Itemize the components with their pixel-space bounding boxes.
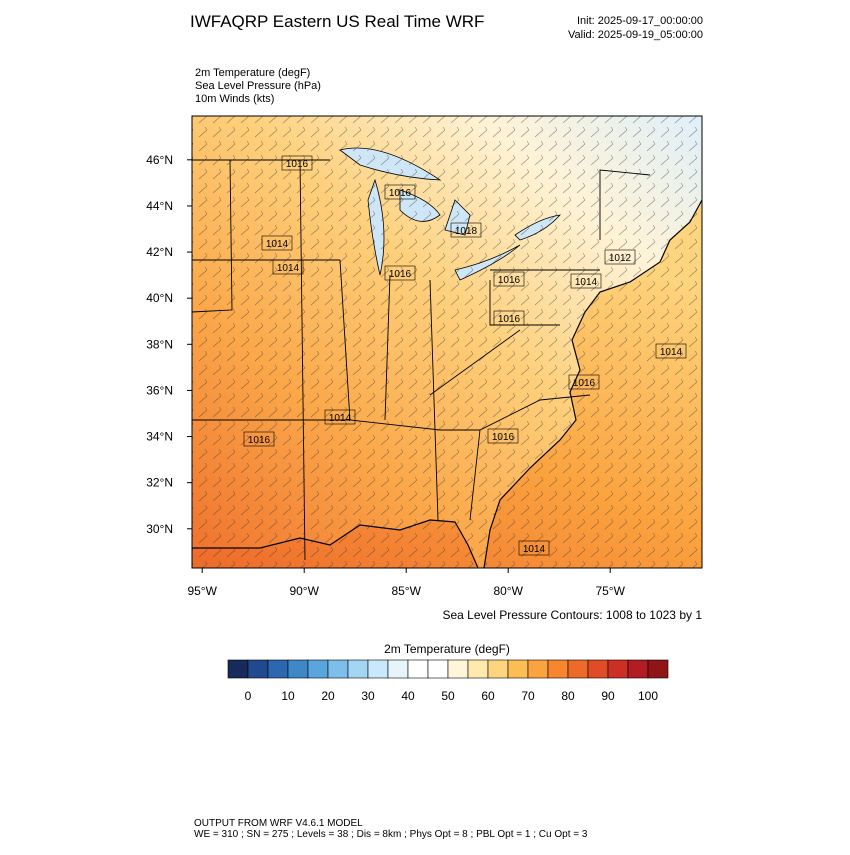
colorbar-box [527, 659, 549, 679]
contour-note: Sea Level Pressure Contours: 1008 to 102… [443, 608, 703, 622]
contour-label-box [604, 249, 636, 265]
contour-label: 1016 [389, 188, 412, 199]
contour-label: 1016 [498, 275, 521, 286]
contour-label: 1016 [286, 159, 309, 170]
contour-label-box [384, 265, 416, 281]
colorbar-box [447, 659, 469, 679]
colorbar-box [467, 659, 489, 679]
colorbar-box [567, 659, 589, 679]
contour-label: 1012 [609, 253, 632, 264]
colorbar-box [287, 659, 309, 679]
lon-tick-label: 75°W [595, 584, 625, 598]
lat-tick-label: 46°N [146, 153, 173, 167]
colorbar-label: 80 [561, 689, 575, 703]
lat-tick-label: 38°N [146, 337, 173, 351]
contour-label-box [568, 374, 600, 390]
colorbar-box [387, 659, 409, 679]
lon-tick-label: 85°W [391, 584, 421, 598]
colorbar-label: 100 [638, 689, 658, 703]
lon-tick-label: 80°W [493, 584, 523, 598]
colorbar-box [427, 659, 449, 679]
colorbar-box [547, 659, 569, 679]
contour-label-box [493, 271, 525, 287]
field: 2m Temperature (degF) [195, 67, 310, 79]
contour-label-box [493, 310, 525, 326]
contour-label: 1014 [266, 239, 289, 250]
colorbar-title: 2m Temperature (degF) [384, 642, 510, 656]
colorbar-label: 40 [401, 689, 415, 703]
contour-label-box [324, 409, 356, 425]
lon-tick-label: 90°W [289, 584, 319, 598]
contour-label-box [384, 184, 416, 200]
colorbar-box [267, 659, 289, 679]
lat-tick-label: 44°N [146, 199, 173, 213]
colorbar-label: 0 [245, 689, 252, 703]
lat-tick-label: 36°N [146, 383, 173, 397]
contour-label: 1016 [498, 314, 521, 325]
lat-tick-label: 32°N [146, 476, 173, 490]
colorbar-box [367, 659, 389, 679]
contour-label-box [655, 343, 687, 359]
map [192, 116, 702, 568]
lat-tick-label: 40°N [146, 291, 173, 305]
colorbar-label: 20 [321, 689, 335, 703]
field: Sea Level Pressure (hPa) [195, 80, 321, 92]
lon-tick-label: 95°W [187, 584, 217, 598]
colorbar-box [487, 659, 509, 679]
colorbar-box [227, 659, 249, 679]
colorbar-box [327, 659, 349, 679]
contour-label: 1014 [660, 347, 683, 358]
title: IWFAQRP Eastern US Real Time WRF [190, 12, 484, 31]
contour-label-box [487, 428, 519, 444]
contour-label-box [272, 259, 304, 275]
contour-label: 1016 [573, 378, 596, 389]
colorbar-label: 90 [601, 689, 615, 703]
colorbar-box [587, 659, 609, 679]
colorbar-label: 10 [281, 689, 295, 703]
field: 10m Winds (kts) [195, 93, 274, 105]
map-frame [191, 115, 703, 569]
colorbar-label: 30 [361, 689, 375, 703]
footer: OUTPUT FROM WRF V4.6.1 MODEL [194, 818, 363, 829]
contour-label: 1016 [248, 435, 271, 446]
contour-label: 1018 [455, 226, 478, 237]
contour-label: 1014 [277, 263, 300, 274]
colorbar-box [647, 659, 669, 679]
colorbar-box [247, 659, 269, 679]
lat-tick-label: 34°N [146, 430, 173, 444]
valid: Valid: 2025-09-19_05:00:00 [568, 29, 703, 41]
init: Init: 2025-09-17_00:00:00 [577, 15, 703, 27]
colorbar-box [627, 659, 649, 679]
contour-label-box [261, 235, 293, 251]
contour-label-box [281, 155, 313, 171]
colorbar-box [347, 659, 369, 679]
wind-barbs [192, 116, 702, 568]
contour-label: 1016 [389, 269, 412, 280]
footer: WE = 310 ; SN = 275 ; Levels = 38 ; Dis … [194, 829, 588, 840]
colorbar-label: 60 [481, 689, 495, 703]
colorbar-box [407, 659, 429, 679]
contour-label: 1014 [575, 277, 598, 288]
colorbar-label: 70 [521, 689, 535, 703]
colorbar-box [307, 659, 329, 679]
contour-label-box [518, 540, 550, 556]
lat-tick-label: 42°N [146, 245, 173, 259]
contour-label-box [243, 431, 275, 447]
colorbar-box [507, 659, 529, 679]
colorbar-label: 50 [441, 689, 455, 703]
contour-label-box [570, 273, 602, 289]
contour-label: 1014 [523, 544, 546, 555]
contour-label: 1014 [329, 413, 352, 424]
lat-tick-label: 30°N [146, 522, 173, 536]
contour-label-box [450, 222, 482, 238]
contour-label: 1016 [492, 432, 515, 443]
colorbar-box [607, 659, 629, 679]
